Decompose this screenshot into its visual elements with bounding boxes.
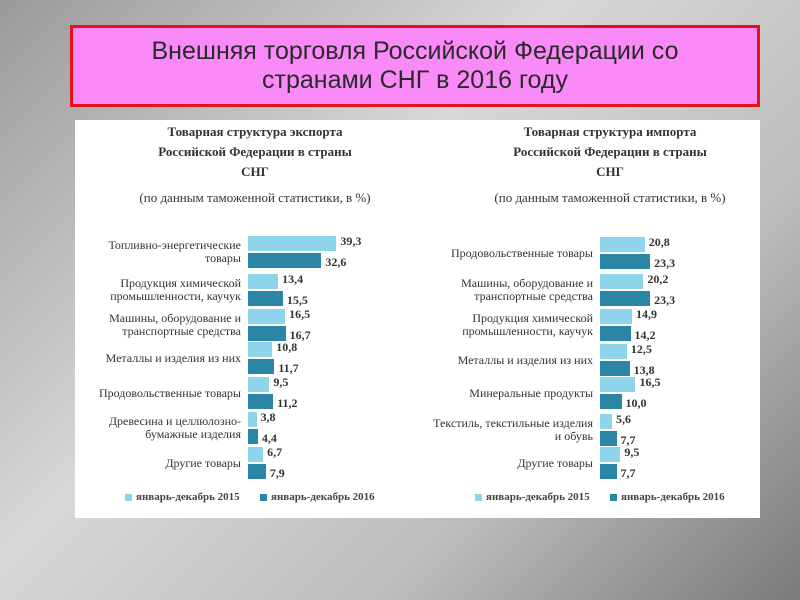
bar <box>600 344 627 359</box>
legend-label: январь-декабрь 2016 <box>271 491 375 503</box>
category-label: Древесина и целлюлозно-бумажные изделия <box>108 414 241 441</box>
chart-subtitle: (по данным таможенной статистики, в %) <box>494 190 726 205</box>
value-label: 16,5 <box>289 307 311 321</box>
bar <box>248 429 258 444</box>
value-label: 7,7 <box>620 433 636 447</box>
value-label: 3,8 <box>260 410 276 424</box>
category-label: Топливно-энергетические товары <box>108 238 241 265</box>
value-label: 11,2 <box>277 396 298 410</box>
legend-swatch <box>610 494 617 501</box>
category-label: Минеральные продукты <box>469 385 593 400</box>
category-label: Продукция химической промышленности, кау… <box>462 311 593 338</box>
bar <box>600 414 613 429</box>
category-label: Другие товары <box>517 455 593 470</box>
legend-label: январь-декабрь 2015 <box>136 491 240 503</box>
bar <box>248 412 257 427</box>
bar <box>600 326 631 341</box>
value-label: 15,5 <box>286 293 308 307</box>
bar <box>248 342 273 357</box>
category-label: Машины, оборудование и транспортные сред… <box>461 276 593 303</box>
bar <box>248 236 337 251</box>
category-label: Другие товары <box>165 455 241 470</box>
chart-subtitle: (по данным таможенной статистики, в %) <box>139 190 371 205</box>
bar <box>600 464 617 479</box>
slide-title: Внешняя торговля Российской Федерации со… <box>70 25 760 107</box>
category-label: Текстиль, текстильные изделия и обувь <box>433 416 593 443</box>
bar <box>600 237 645 252</box>
bar <box>600 394 622 409</box>
category-label: Продовольственные товары <box>450 245 593 260</box>
bar <box>600 361 630 376</box>
value-label: 20,8 <box>648 235 670 249</box>
legend-swatch <box>260 494 267 501</box>
bar <box>248 464 266 479</box>
value-label: 13,8 <box>633 363 655 377</box>
category-label: Металлы и изделия из них <box>457 352 593 367</box>
bar <box>248 291 283 306</box>
chart-panel: Товарная структура экспорта Российской Ф… <box>75 120 760 518</box>
bar <box>600 274 644 289</box>
value-label: 9,5 <box>624 445 640 459</box>
value-label: 10,0 <box>625 396 647 410</box>
bar <box>600 291 651 306</box>
bar <box>600 309 633 324</box>
legend-label: январь-декабрь 2016 <box>621 491 725 503</box>
bar <box>248 274 279 289</box>
value-label: 7,7 <box>620 466 636 480</box>
bar <box>248 394 274 409</box>
value-label: 16,7 <box>289 328 311 342</box>
bar <box>248 326 286 341</box>
legend-swatch <box>475 494 482 501</box>
value-label: 16,5 <box>639 375 661 389</box>
value-label: 13,4 <box>282 272 304 286</box>
value-label: 11,7 <box>278 361 299 375</box>
value-label: 32,6 <box>325 255 347 269</box>
chart-title: Товарная структура импорта Российской Фе… <box>513 124 707 179</box>
value-label: 5,6 <box>616 412 632 426</box>
bar <box>600 447 621 462</box>
value-label: 20,2 <box>647 272 669 286</box>
category-label: Продукция химической промышленности, кау… <box>110 276 241 303</box>
value-label: 14,2 <box>634 328 656 342</box>
value-label: 39,3 <box>340 234 362 248</box>
bar <box>248 309 286 324</box>
legend-swatch <box>125 494 132 501</box>
bar <box>248 447 264 462</box>
value-label: 12,5 <box>630 342 652 356</box>
value-label: 7,9 <box>269 466 285 480</box>
value-label: 6,7 <box>267 445 283 459</box>
value-label: 9,5 <box>273 375 289 389</box>
bar <box>600 431 617 446</box>
bar <box>600 377 636 392</box>
bar <box>248 377 270 392</box>
bar <box>248 253 322 268</box>
value-label: 14,9 <box>636 307 658 321</box>
value-label: 10,8 <box>276 340 298 354</box>
bar <box>600 254 651 269</box>
legend-label: январь-декабрь 2015 <box>486 491 590 503</box>
chart-title: Товарная структура экспорта Российской Ф… <box>158 124 352 179</box>
category-label: Продовольственные товары <box>98 385 241 400</box>
value-label: 23,3 <box>654 293 676 307</box>
bar <box>248 359 275 374</box>
value-label: 23,3 <box>654 256 676 270</box>
value-label: 4,4 <box>261 431 277 445</box>
category-label: Машины, оборудование и транспортные сред… <box>109 311 241 338</box>
category-label: Металлы и изделия из них <box>105 350 241 365</box>
